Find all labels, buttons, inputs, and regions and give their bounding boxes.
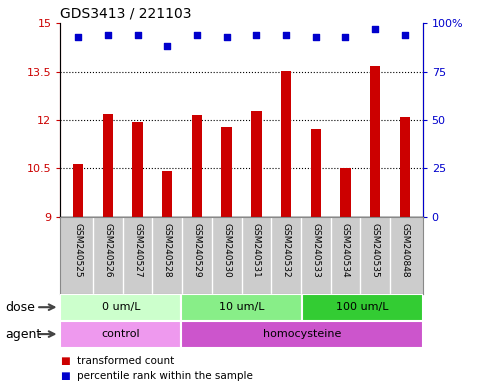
Text: control: control	[101, 329, 140, 339]
Text: ■: ■	[60, 371, 70, 381]
Bar	[181, 294, 302, 321]
Text: agent: agent	[5, 328, 41, 341]
Bar	[222, 127, 232, 217]
Text: homocysteine: homocysteine	[263, 329, 341, 339]
Text: GSM240526: GSM240526	[103, 223, 113, 278]
Text: GSM240535: GSM240535	[370, 223, 380, 278]
Bar	[370, 66, 380, 217]
Text: dose: dose	[5, 301, 35, 314]
Point	[282, 31, 290, 38]
Point	[193, 31, 201, 38]
Point	[163, 43, 171, 50]
Text: 100 um/L: 100 um/L	[336, 302, 388, 312]
Text: GSM240534: GSM240534	[341, 223, 350, 278]
Point	[74, 33, 82, 40]
Point	[104, 31, 112, 38]
Text: GSM240527: GSM240527	[133, 223, 142, 278]
Point	[312, 33, 320, 40]
Point	[371, 26, 379, 32]
Point	[223, 33, 230, 40]
Text: percentile rank within the sample: percentile rank within the sample	[77, 371, 253, 381]
Text: GSM240531: GSM240531	[252, 223, 261, 278]
Point	[134, 31, 142, 38]
Text: 10 um/L: 10 um/L	[219, 302, 264, 312]
Bar	[60, 294, 181, 321]
Text: GSM240530: GSM240530	[222, 223, 231, 278]
Point	[341, 33, 349, 40]
Text: GSM240533: GSM240533	[311, 223, 320, 278]
Text: GSM240532: GSM240532	[282, 223, 291, 278]
Point	[253, 31, 260, 38]
Text: transformed count: transformed count	[77, 356, 174, 366]
Bar	[311, 129, 321, 217]
Bar	[181, 321, 423, 348]
Bar	[251, 111, 261, 217]
Bar	[73, 164, 84, 217]
Text: 0 um/L: 0 um/L	[101, 302, 140, 312]
Bar	[103, 114, 113, 217]
Bar	[399, 118, 410, 217]
Text: ■: ■	[60, 356, 70, 366]
Bar	[162, 171, 172, 217]
Bar	[340, 168, 351, 217]
Text: GSM240528: GSM240528	[163, 223, 172, 278]
Bar	[60, 321, 181, 348]
Bar	[192, 115, 202, 217]
Text: GSM240848: GSM240848	[400, 223, 409, 278]
Text: GSM240525: GSM240525	[74, 223, 83, 278]
Bar	[302, 294, 423, 321]
Text: GDS3413 / 221103: GDS3413 / 221103	[60, 7, 192, 20]
Bar	[132, 122, 143, 217]
Bar	[281, 71, 291, 217]
Point	[401, 31, 409, 38]
Text: GSM240529: GSM240529	[192, 223, 201, 278]
